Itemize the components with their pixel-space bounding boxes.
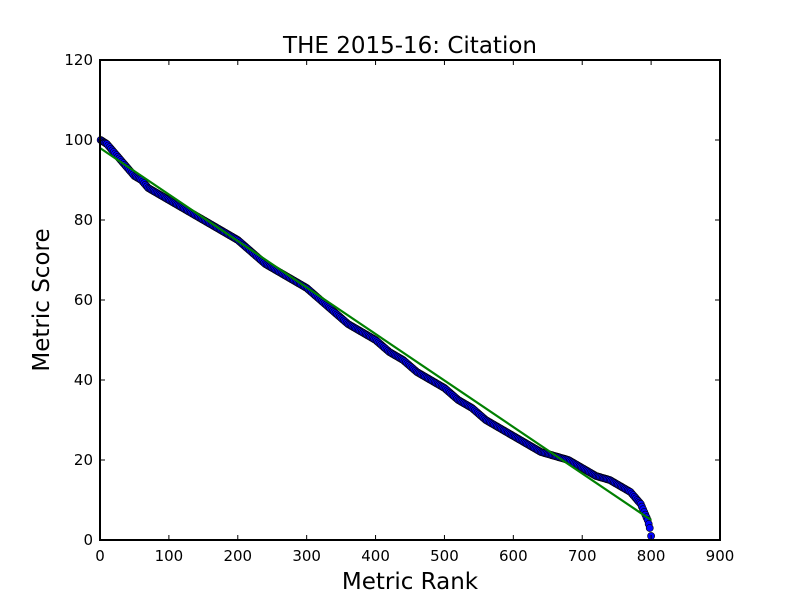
data-point — [645, 524, 654, 532]
x-tick-label: 900 — [706, 547, 735, 565]
y-tick-label: 60 — [74, 291, 93, 309]
y-tick-label: 0 — [83, 531, 93, 549]
plot-area — [96, 136, 656, 540]
x-tick-label: 600 — [499, 547, 528, 565]
y-tick-label: 120 — [64, 51, 93, 69]
axis-ticks: 0 100 200 300 400 500 600 700 800 900 0 20 40 60 80 100… — [64, 51, 734, 565]
y-tick-label: 80 — [74, 211, 93, 229]
x-tick-label: 700 — [568, 547, 597, 565]
x-tick-label: 100 — [155, 547, 184, 565]
x-tick-label: 300 — [292, 547, 321, 565]
y-tick-label: 20 — [74, 451, 93, 469]
x-tick-label: 800 — [637, 547, 666, 565]
y-tick-label: 40 — [74, 371, 93, 389]
plot-frame — [99, 59, 721, 541]
x-tick-label: 200 — [223, 547, 252, 565]
x-tick-label: 400 — [361, 547, 390, 565]
chart-title: THE 2015-16: Citation — [282, 33, 537, 59]
fit-line — [99, 147, 652, 521]
x-tick-label: 500 — [430, 547, 459, 565]
x-tick-label: 0 — [95, 547, 105, 565]
y-axis-label: Metric Score — [29, 228, 55, 371]
y-tick-label: 100 — [64, 131, 93, 149]
x-axis-label: Metric Rank — [342, 569, 479, 595]
